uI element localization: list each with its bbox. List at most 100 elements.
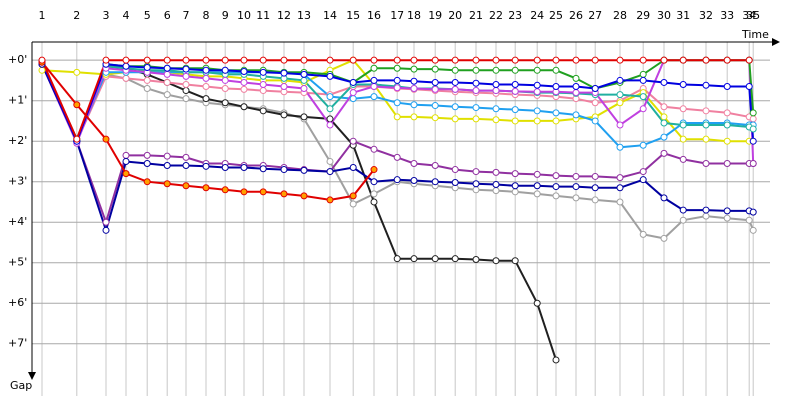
y-tick-label: +4': [8, 215, 27, 228]
data-point: [702, 135, 710, 143]
data-point: [393, 84, 401, 92]
data-point: [38, 66, 46, 74]
data-point: [240, 85, 248, 93]
data-point: [202, 162, 210, 170]
data-point: [370, 64, 378, 72]
data-point: [492, 66, 500, 74]
data-point: [122, 62, 130, 70]
data-point: [280, 56, 288, 64]
data-point: [221, 66, 229, 74]
data-point: [616, 121, 624, 129]
data-point: [723, 214, 731, 222]
data-point: [431, 162, 439, 170]
data-point: [182, 95, 190, 103]
data-point: [749, 159, 757, 167]
data-point: [749, 109, 757, 117]
data-point: [533, 66, 541, 74]
data-point: [259, 80, 267, 88]
data-point: [202, 83, 210, 91]
data-point: [326, 168, 334, 176]
data-point: [533, 182, 541, 190]
data-point: [639, 105, 647, 113]
data-point: [393, 176, 401, 184]
data-point: [182, 87, 190, 95]
data-point: [533, 81, 541, 89]
data-point: [702, 159, 710, 167]
data-point: [639, 93, 647, 101]
data-point: [552, 356, 560, 364]
data-point: [552, 192, 560, 200]
data-point: [73, 101, 81, 109]
data-point: [431, 65, 439, 73]
data-point: [349, 200, 357, 208]
x-tick-label: 31: [676, 9, 690, 22]
data-point: [182, 182, 190, 190]
data-point: [259, 56, 267, 64]
data-point: [679, 135, 687, 143]
data-point: [591, 196, 599, 204]
data-point: [679, 56, 687, 64]
data-point: [451, 66, 459, 74]
data-point: [370, 76, 378, 84]
data-point: [679, 216, 687, 224]
data-point: [723, 56, 731, 64]
data-point: [326, 121, 334, 129]
data-point: [280, 190, 288, 198]
data-point: [572, 89, 580, 97]
data-point: [723, 109, 731, 117]
data-point: [370, 198, 378, 206]
x-tick-label: 11: [256, 9, 270, 22]
data-point: [102, 218, 110, 226]
data-point: [511, 257, 519, 265]
data-point: [240, 103, 248, 111]
data-point: [163, 180, 171, 188]
data-point: [370, 190, 378, 198]
x-tick-label: 16: [367, 9, 381, 22]
data-point: [102, 226, 110, 234]
data-point: [749, 125, 757, 133]
data-point: [280, 69, 288, 77]
data-point: [326, 115, 334, 123]
data-point: [221, 76, 229, 84]
data-point: [492, 56, 500, 64]
x-tick-label: 34: [742, 9, 756, 22]
data-point: [572, 74, 580, 82]
data-point: [511, 66, 519, 74]
data-point: [745, 216, 753, 224]
data-point: [749, 115, 757, 123]
data-point: [552, 109, 560, 117]
data-point: [221, 164, 229, 172]
data-point: [122, 170, 130, 178]
data-point: [572, 83, 580, 91]
data-point: [370, 178, 378, 186]
data-point: [702, 107, 710, 115]
data-point: [511, 188, 519, 196]
data-point: [616, 184, 624, 192]
data-point: [431, 102, 439, 110]
data-point: [492, 105, 500, 113]
data-point: [472, 87, 480, 95]
data-point: [326, 157, 334, 165]
data-point: [660, 103, 668, 111]
y-tick-label: +5': [8, 256, 27, 269]
data-point: [393, 99, 401, 107]
data-point: [451, 85, 459, 93]
x-tick-label: 9: [222, 9, 229, 22]
data-point: [300, 76, 308, 84]
data-point: [300, 113, 308, 121]
y-tick-label: +2': [8, 134, 27, 147]
data-point: [616, 56, 624, 64]
data-point: [349, 56, 357, 64]
data-point: [370, 145, 378, 153]
data-point: [163, 70, 171, 78]
data-point: [370, 93, 378, 101]
x-tick-label: 29: [636, 9, 650, 22]
data-point: [163, 91, 171, 99]
x-tick-label: 25: [549, 9, 563, 22]
data-point: [660, 119, 668, 127]
data-point: [393, 64, 401, 72]
data-point: [451, 179, 459, 187]
x-tick-label: 20: [448, 9, 462, 22]
x-tick-label: 8: [203, 9, 210, 22]
data-point: [472, 168, 480, 176]
